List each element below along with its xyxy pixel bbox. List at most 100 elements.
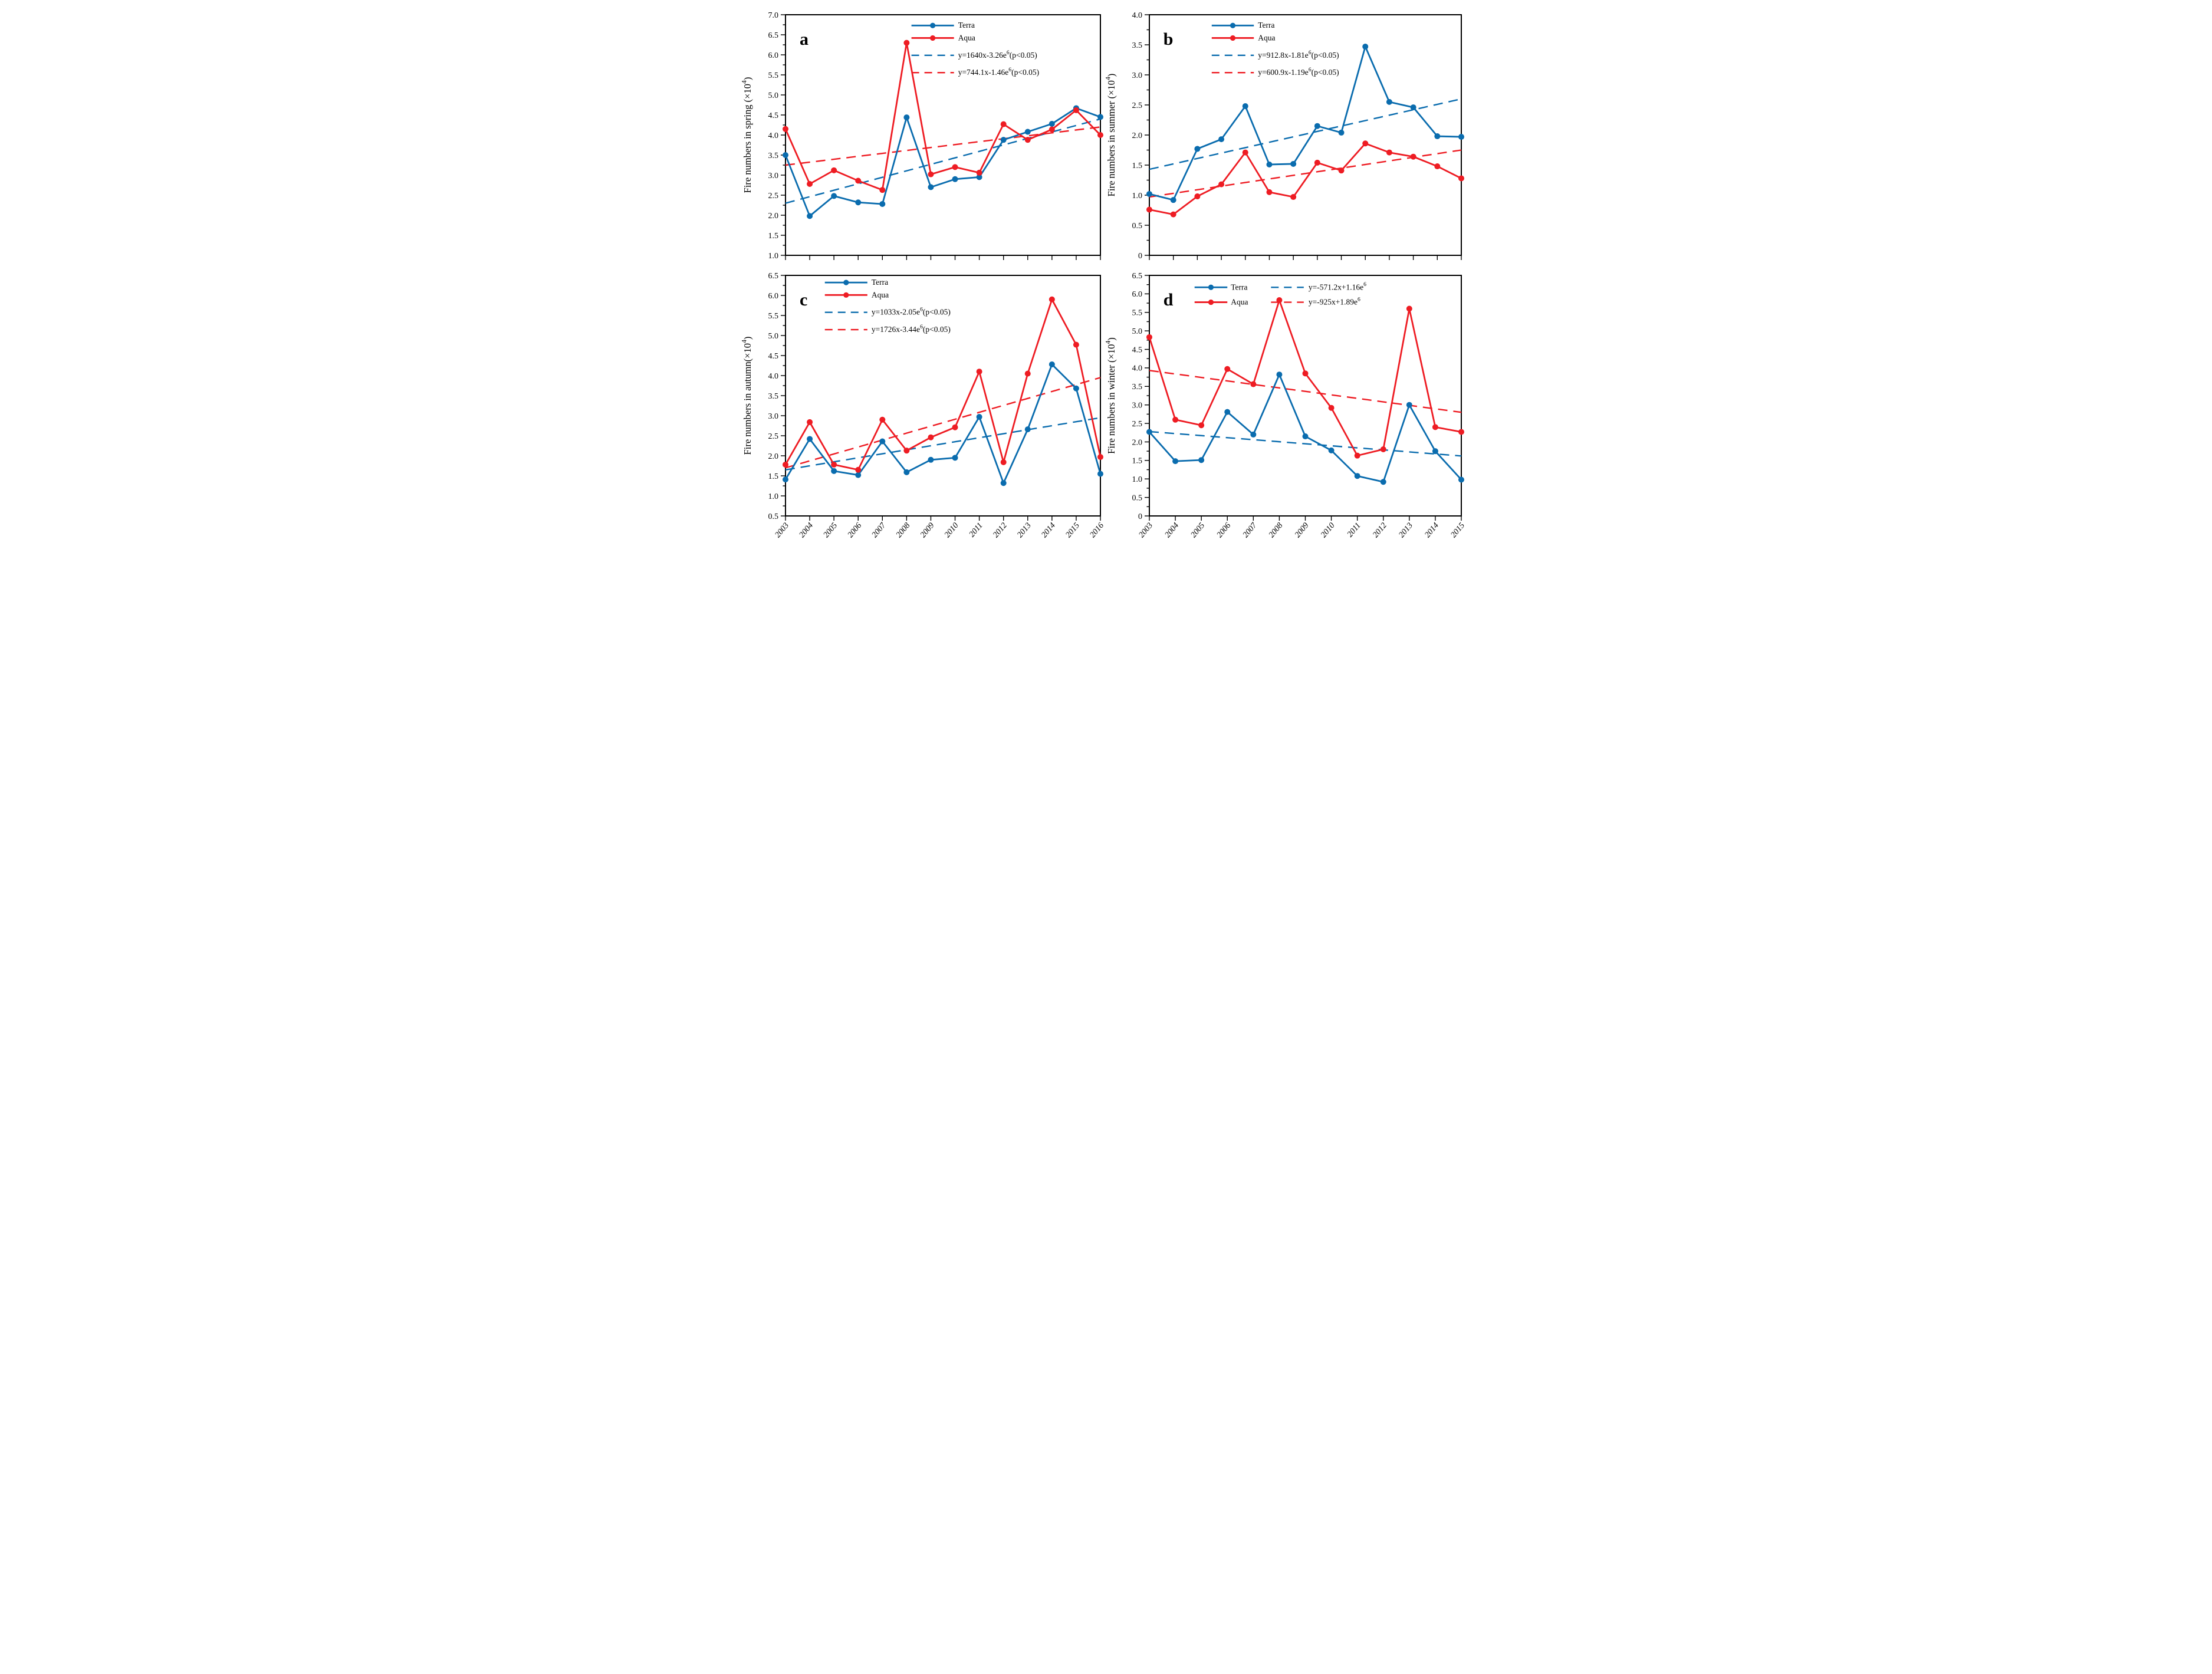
panel-d: 0 0.5 1.0 1.5 2.0 2.5 3.0 3.5 4.0 4.5 5.0 5.5 6.0 6.5…	[1103, 272, 1466, 540]
terra-line	[784, 363, 1101, 484]
terra-marker	[1146, 429, 1152, 435]
terra-line	[1148, 373, 1462, 483]
aqua-marker	[1073, 107, 1079, 113]
panel-c: 0.5 1.0 1.5 2.0 2.5 3.0 3.5 4.0 4.5 5.0 5.5 6.0 6.5 2…	[739, 272, 1105, 540]
legend-marker-terra	[843, 279, 849, 285]
aqua-marker	[1000, 459, 1007, 465]
y-tick-label: 2.5	[1132, 101, 1142, 110]
x-tick-label: 2013	[1397, 521, 1414, 540]
y-tick-label: 2.0	[768, 452, 778, 461]
terra-marker	[1170, 197, 1176, 203]
y-tick-label: 1.0	[1132, 192, 1142, 200]
y-tick-label: 4.0	[1132, 364, 1142, 373]
y-tick-label: 2.0	[768, 212, 778, 221]
terra-marker	[854, 472, 861, 478]
aqua-marker	[1338, 167, 1345, 174]
x-tick-label: 2010	[943, 521, 960, 540]
terra-marker	[1434, 133, 1440, 140]
aqua-marker	[782, 461, 788, 468]
y-tick-label: 5.5	[768, 312, 778, 321]
terra-trendline	[1149, 98, 1461, 170]
legend-equation-terra: y=1033x-2.05e6(p<0.05)	[871, 307, 950, 317]
terra-trendline	[1149, 430, 1461, 457]
terra-marker	[903, 469, 909, 475]
aqua-line	[1148, 299, 1461, 457]
terra-marker	[1290, 160, 1296, 167]
terra-marker	[1432, 448, 1438, 455]
terra-marker	[927, 456, 934, 463]
y-tick-label: 1.0	[1132, 475, 1142, 484]
terra-marker	[1406, 402, 1412, 408]
legend-label-terra: Terra	[871, 278, 888, 287]
y-tick-label: 2.5	[768, 432, 778, 441]
terra-marker	[952, 455, 958, 461]
terra-marker	[830, 193, 837, 199]
aqua-line	[784, 42, 1101, 191]
y-tick-label: 1.5	[1132, 162, 1142, 170]
aqua-marker	[903, 40, 909, 46]
terra-marker	[1097, 471, 1103, 477]
y-axis-title-b: Fire numbers in summer (×104)	[1103, 74, 1116, 197]
aqua-marker	[1024, 370, 1031, 377]
terra-marker	[1000, 480, 1007, 486]
legend-label-aqua: Aqua	[1231, 298, 1248, 307]
y-tick-label: 5.0	[1132, 327, 1142, 336]
terra-marker	[1250, 431, 1256, 438]
aqua-marker	[903, 448, 909, 454]
y-tick-label: 0	[1138, 252, 1142, 261]
legend-label-aqua: Aqua	[871, 290, 888, 299]
terra-marker	[1073, 385, 1079, 392]
y-tick-label: 2.5	[1132, 420, 1142, 429]
legend-label-terra: Terra	[1231, 282, 1247, 291]
aqua-trendline	[785, 377, 1100, 469]
terra-marker	[1302, 433, 1308, 440]
x-axis-ticks	[1148, 255, 1462, 260]
figure-multipanel-fire-numbers: 1.0 1.5 2.0 2.5 3.0 3.5 4.0 4.5 5.0 5.5 6.0 6.5 7.0 T…	[737, 0, 1475, 558]
aqua-marker	[952, 424, 958, 430]
y-axis-ticks: 0.5 1.0 1.5 2.0 2.5 3.0 3.5 4.0 4.5 5.0 5.5 6.0 6.5	[768, 272, 785, 521]
aqua-marker	[1073, 341, 1079, 348]
y-tick-label: 3.5	[768, 392, 778, 401]
terra-marker	[1097, 114, 1103, 120]
x-tick-label: 2004	[797, 521, 814, 540]
x-axis-ticks: 2003 2004 2005 2006 2007 2008 2009 2010 2011 2012…	[1137, 516, 1467, 540]
terra-marker	[1458, 476, 1464, 483]
legend-marker-aqua	[1230, 35, 1235, 41]
aqua-marker	[927, 434, 934, 440]
terra-marker	[1314, 123, 1320, 129]
legend-marker-aqua	[929, 35, 935, 41]
aqua-marker	[854, 466, 861, 473]
terra-marker	[1354, 473, 1360, 479]
terra-marker	[879, 438, 885, 445]
aqua-marker	[1354, 452, 1360, 459]
terra-marker	[806, 213, 813, 219]
legend-marker-terra	[929, 22, 935, 28]
terra-trendline	[785, 417, 1100, 471]
y-tick-label: 1.0	[768, 492, 778, 501]
terra-line	[784, 107, 1100, 217]
terra-marker	[1328, 447, 1335, 453]
y-tick-label: 2.0	[1132, 131, 1142, 140]
y-tick-label: 5.0	[768, 332, 778, 341]
y-tick-label: 2.0	[1132, 438, 1142, 447]
panel-letter-d: d	[1163, 290, 1173, 310]
y-tick-label: 6.5	[768, 272, 778, 281]
aqua-marker	[782, 126, 788, 132]
terra-marker	[952, 176, 958, 182]
y-axis-title-c: Fire numbers in autumn(×104)	[739, 337, 752, 455]
aqua-marker	[1097, 454, 1103, 461]
x-tick-label: 2003	[1137, 521, 1154, 540]
aqua-marker	[1194, 193, 1200, 200]
aqua-marker	[1218, 181, 1224, 188]
y-tick-label: 3.5	[768, 152, 778, 160]
panel-letter-a: a	[800, 29, 808, 49]
terra-marker	[903, 114, 909, 121]
aqua-marker	[976, 169, 982, 176]
x-tick-label: 2008	[894, 521, 911, 540]
aqua-marker	[1386, 149, 1392, 156]
legend-marker-aqua	[1208, 299, 1214, 305]
y-tick-label: 4.5	[768, 111, 778, 120]
aqua-marker	[1458, 429, 1464, 435]
terra-marker	[782, 476, 788, 483]
aqua-marker	[1000, 121, 1007, 127]
